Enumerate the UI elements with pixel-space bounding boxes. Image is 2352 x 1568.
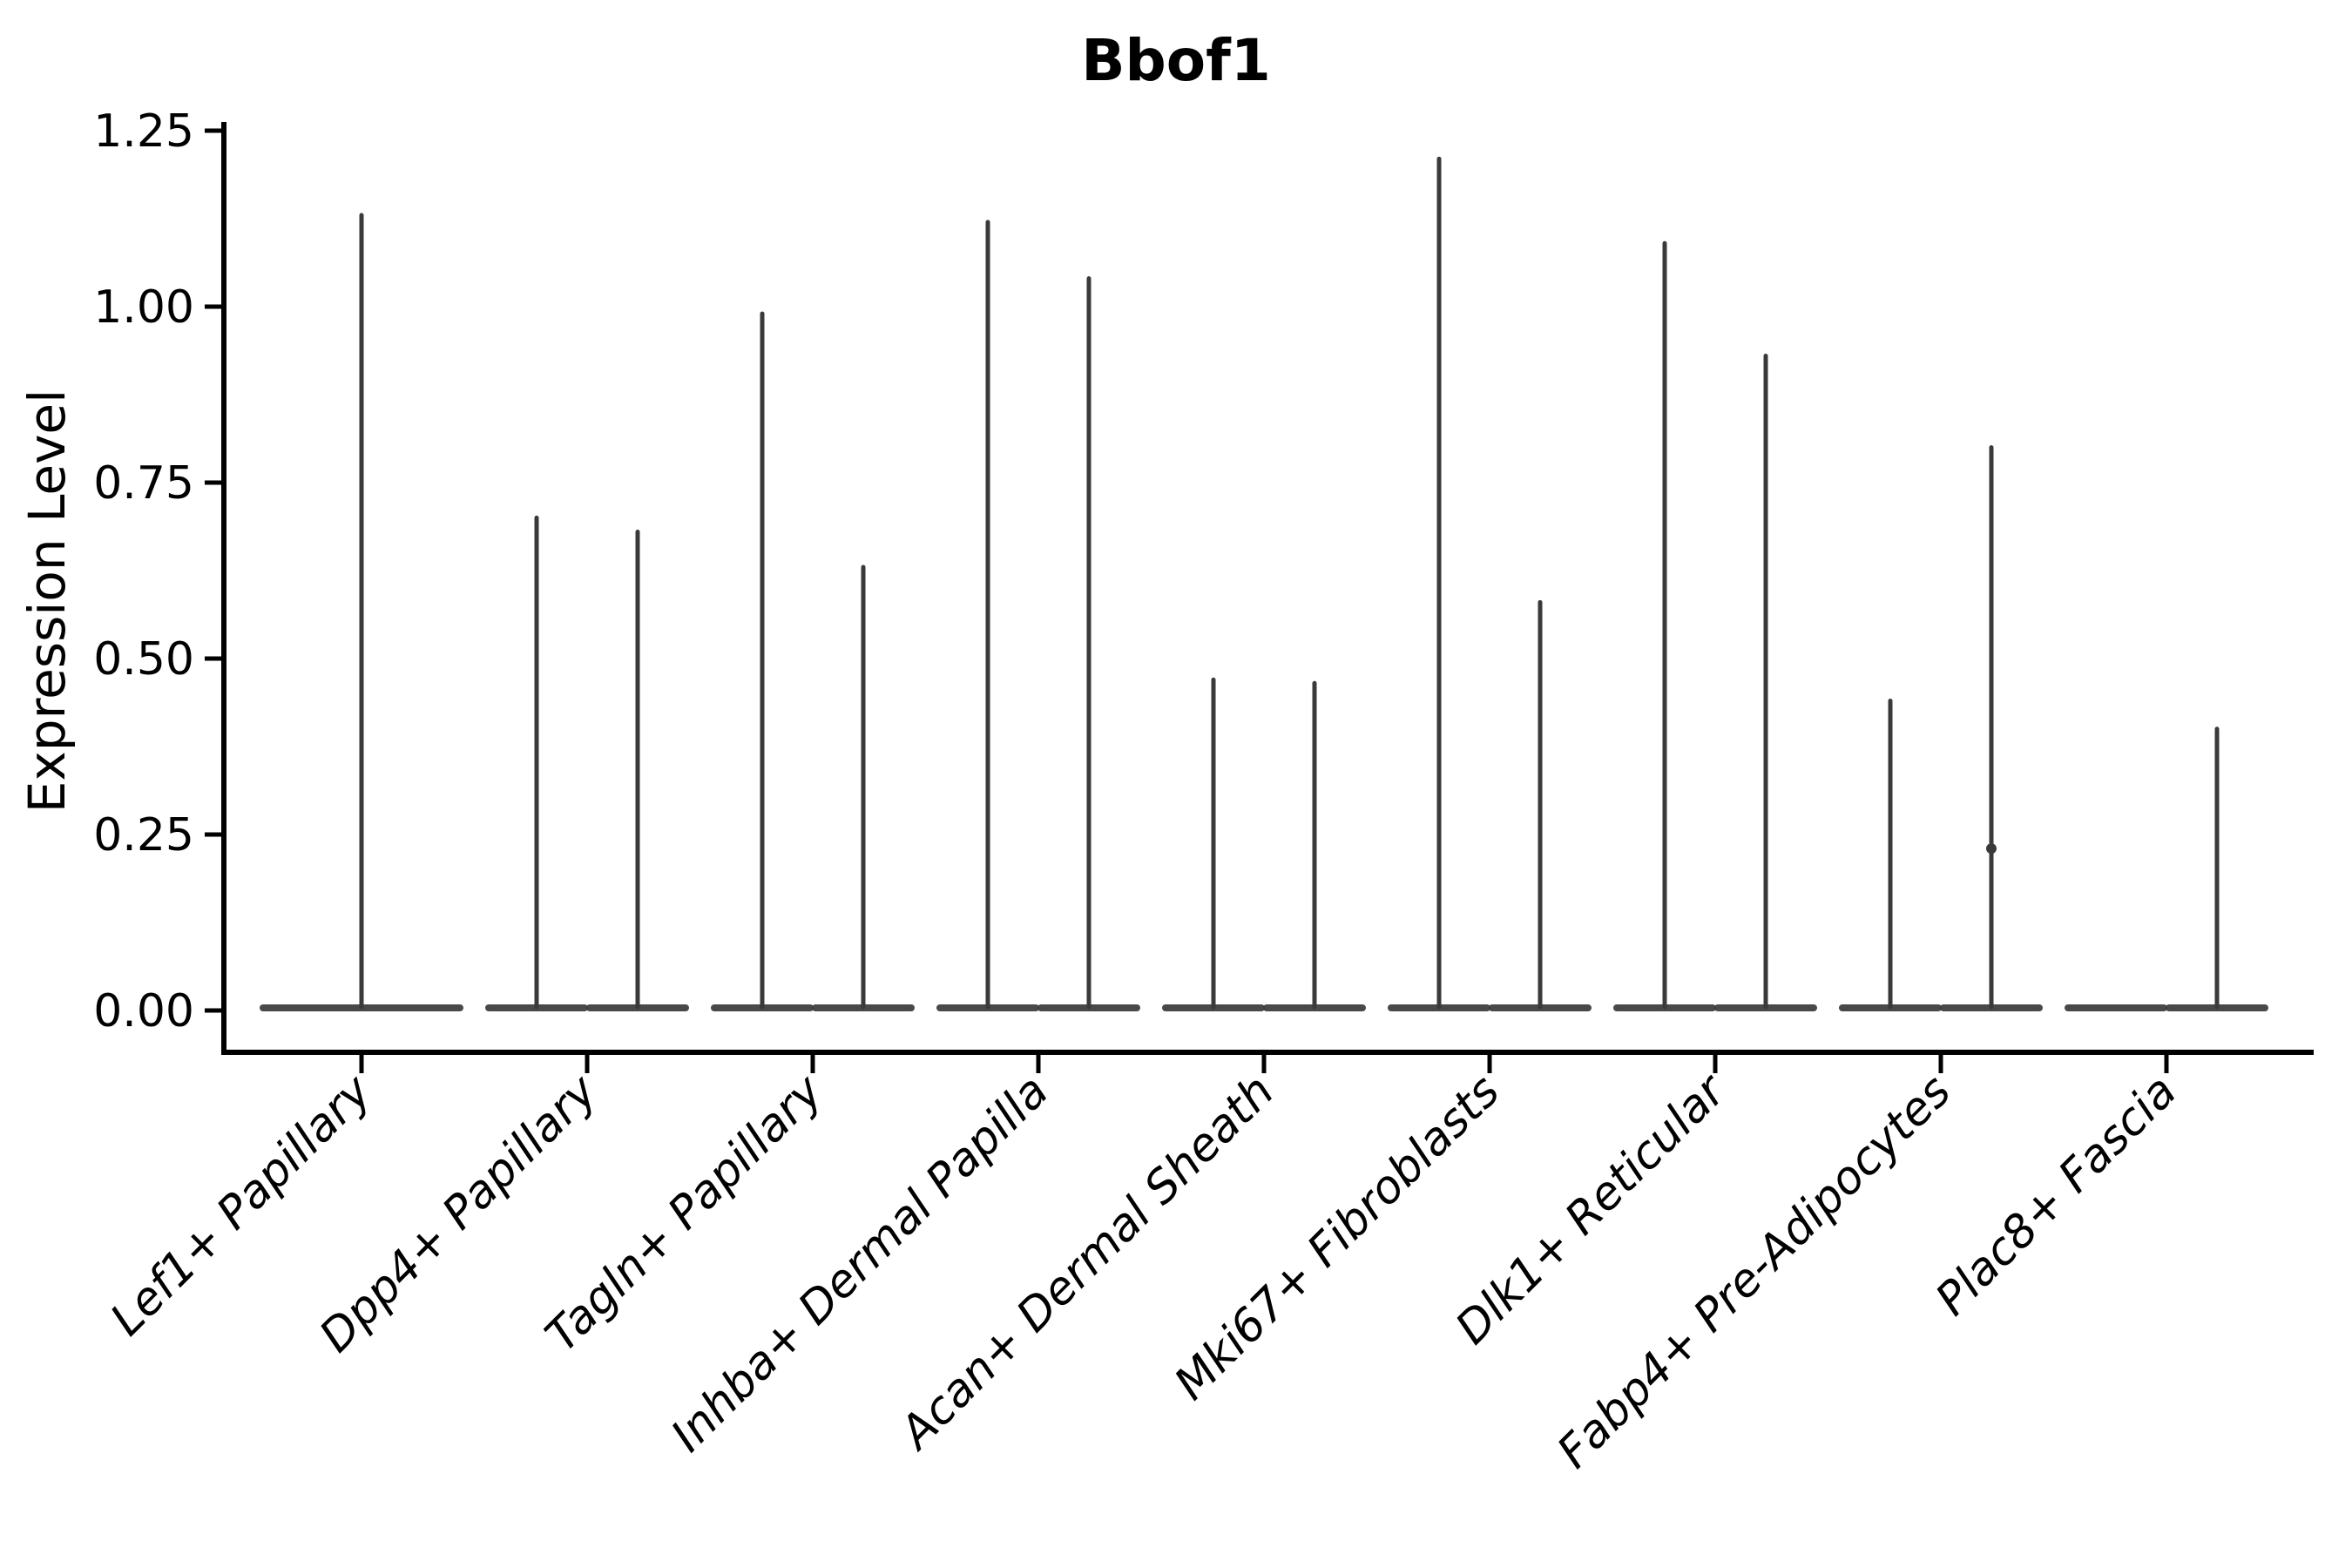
violins-layer <box>260 156 2268 1011</box>
y-tick-label: 0.50 <box>93 633 194 686</box>
y-tick-label: 1.25 <box>93 105 194 158</box>
y-tick-label: 1.00 <box>93 281 194 334</box>
x-tick-label: Acan+ Dermal Sheath <box>889 1065 1284 1461</box>
chart-title: Bbof1 <box>1081 27 1271 94</box>
violin-group <box>1613 240 1817 1011</box>
y-axis-label: Expression Level <box>17 389 77 813</box>
violin-group <box>1388 156 1592 1011</box>
y-tick-label: 0.75 <box>93 457 194 510</box>
x-tick-label: Fabp4+ Pre-Adipocytes <box>1548 1065 1962 1479</box>
x-tick-label: Inhba+ Dermal Papilla <box>661 1065 1058 1463</box>
violin-group <box>1162 677 1366 1011</box>
y-tick-label: 0.25 <box>93 809 194 862</box>
violin-group <box>485 515 689 1011</box>
violin-group <box>711 311 915 1011</box>
violin-density-bump <box>1986 843 1997 855</box>
violin-group <box>260 213 463 1011</box>
x-tick-label: Plac8+ Fascia <box>1926 1065 2186 1326</box>
violin-group <box>936 220 1140 1011</box>
violin-group <box>2065 727 2268 1011</box>
y-tick-label: 0.00 <box>93 985 194 1037</box>
violin-group <box>1839 445 2043 1011</box>
